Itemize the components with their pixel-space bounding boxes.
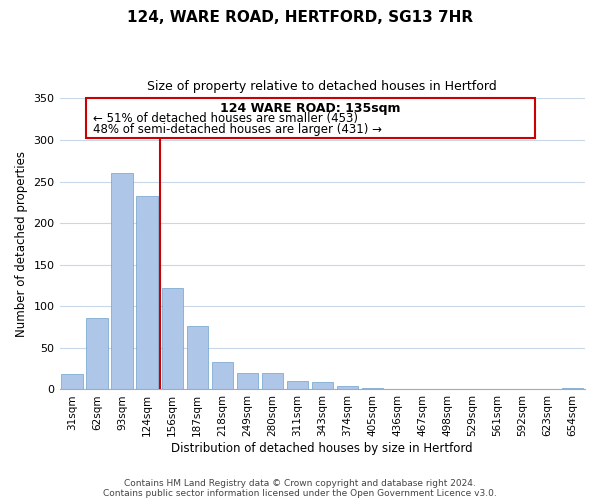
Bar (311, 382, 333, 390)
Bar (212, 362, 233, 390)
Bar (562, 388, 583, 390)
Text: ← 51% of detached houses are smaller (453): ← 51% of detached houses are smaller (45… (94, 112, 358, 126)
FancyBboxPatch shape (86, 98, 535, 138)
Text: 48% of semi-detached houses are larger (431) →: 48% of semi-detached houses are larger (… (94, 124, 382, 136)
Bar (412, 388, 433, 390)
Bar (236, 373, 258, 390)
Bar (362, 388, 383, 390)
Bar (61, 374, 83, 390)
Bar (136, 196, 158, 390)
Bar (387, 388, 408, 390)
Bar (161, 288, 183, 390)
Text: Contains HM Land Registry data © Crown copyright and database right 2024.: Contains HM Land Registry data © Crown c… (124, 478, 476, 488)
Text: Contains public sector information licensed under the Open Government Licence v3: Contains public sector information licen… (103, 488, 497, 498)
Bar (287, 381, 308, 390)
Bar (262, 373, 283, 390)
Title: Size of property relative to detached houses in Hertford: Size of property relative to detached ho… (148, 80, 497, 93)
Text: 124 WARE ROAD: 135sqm: 124 WARE ROAD: 135sqm (220, 102, 401, 116)
Bar (112, 173, 133, 390)
X-axis label: Distribution of detached houses by size in Hertford: Distribution of detached houses by size … (172, 442, 473, 455)
Bar (337, 386, 358, 390)
Bar (86, 318, 108, 390)
Y-axis label: Number of detached properties: Number of detached properties (15, 151, 28, 337)
Bar (187, 326, 208, 390)
Text: 124, WARE ROAD, HERTFORD, SG13 7HR: 124, WARE ROAD, HERTFORD, SG13 7HR (127, 10, 473, 25)
